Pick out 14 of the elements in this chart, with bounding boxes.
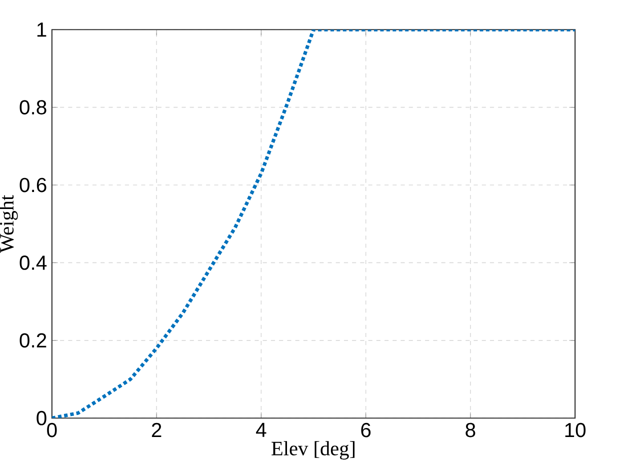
y-tick-label: 0.8	[20, 100, 46, 115]
y-tick-label: 1	[37, 22, 46, 37]
x-tick-label: 2	[152, 422, 162, 438]
y-tick-label: 0.4	[20, 256, 47, 270]
x-tick-label: 8	[466, 422, 476, 438]
x-tick-label: 4	[256, 422, 266, 437]
y-tick-label: 0.6	[20, 178, 46, 192]
y-tick-label: 0	[36, 410, 46, 426]
line-series	[52, 30, 576, 418]
x-tick-label: 6	[361, 422, 371, 438]
y-tick-label: 0.2	[20, 333, 46, 348]
x-tick-label: 10	[565, 422, 586, 438]
x-axis-title: Elev [deg]	[272, 441, 355, 460]
x-tick-label: 0	[47, 422, 57, 438]
